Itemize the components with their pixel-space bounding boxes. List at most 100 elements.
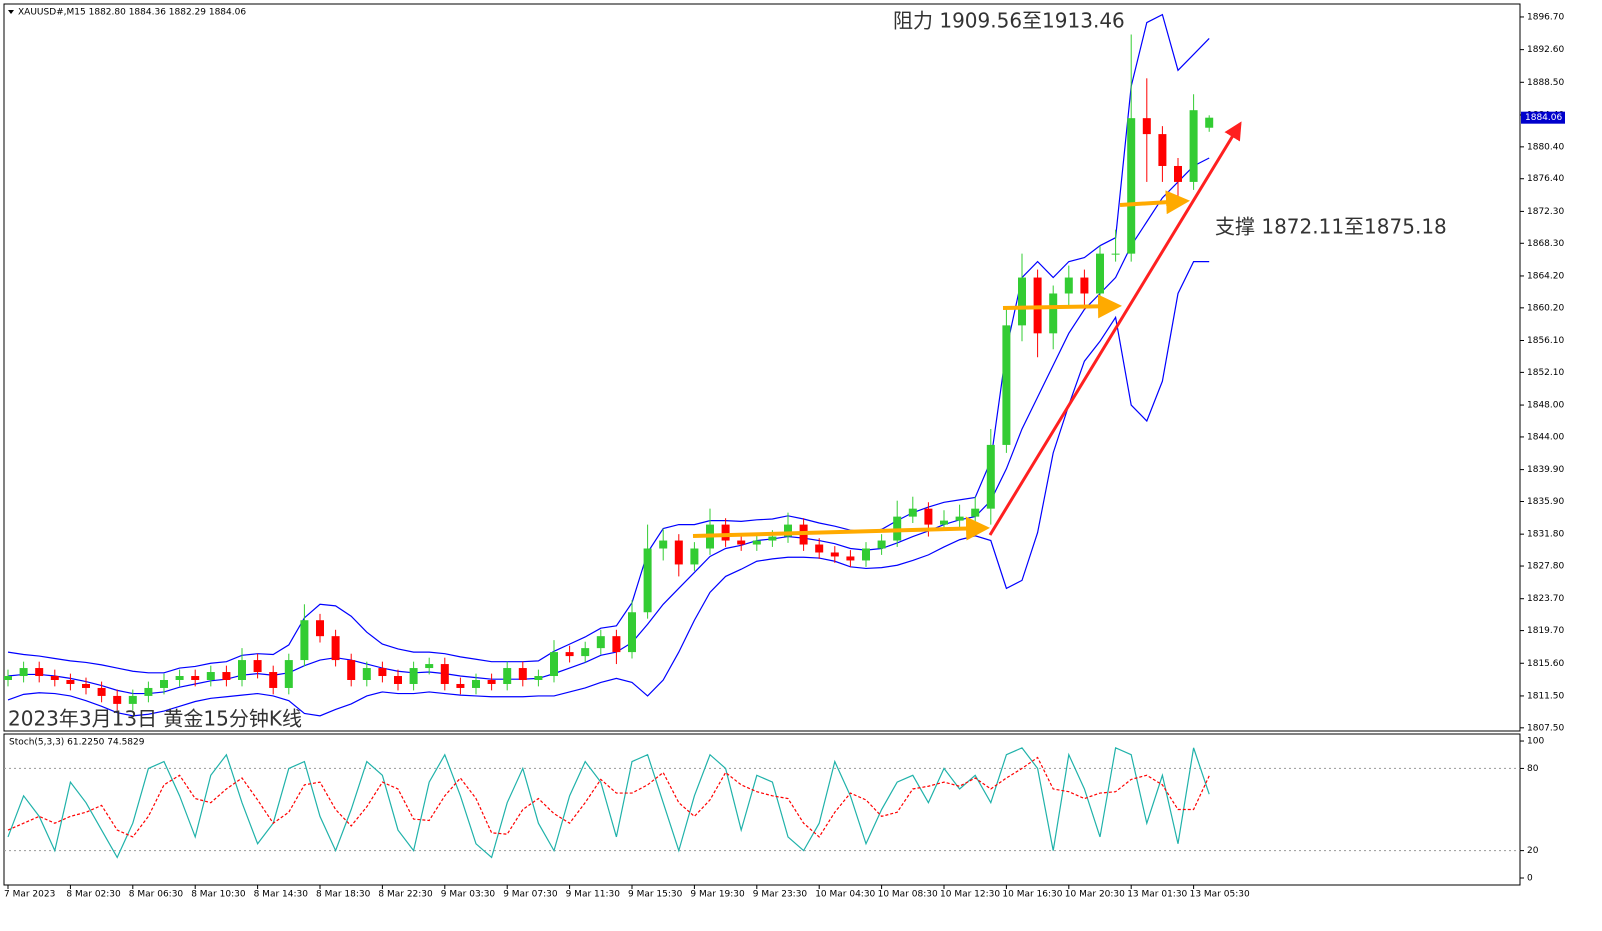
candle-body <box>316 620 324 637</box>
x-tick-label: 9 Mar 03:30 <box>441 890 496 900</box>
annotation-arrows <box>692 121 1242 541</box>
candle-body <box>487 679 496 684</box>
x-tick-label: 10 Mar 08:30 <box>878 890 938 900</box>
trend-arrow <box>988 121 1242 536</box>
x-tick-label: 9 Mar 11:30 <box>566 890 621 900</box>
candle-body <box>1049 293 1058 334</box>
x-tick-label: 10 Mar 20:30 <box>1065 890 1125 900</box>
candle-body <box>565 652 574 657</box>
candle-body <box>550 652 558 677</box>
candle-body <box>4 676 12 680</box>
x-tick-label: 13 Mar 05:30 <box>1190 890 1250 900</box>
price-tag <box>1521 111 1565 124</box>
y-tick-label: 1815.60 <box>1527 659 1564 669</box>
candle-body <box>924 508 933 525</box>
y-tick-label: 1831.80 <box>1527 530 1564 540</box>
candle-body <box>908 508 917 517</box>
candle-body <box>82 683 90 688</box>
price-tag-label: 1884.06 <box>1525 113 1562 123</box>
candle-body <box>1002 325 1011 445</box>
candle-body <box>971 508 980 517</box>
y-tick-label: 1844.00 <box>1527 432 1564 442</box>
candle-body <box>144 687 153 696</box>
support-arrow <box>1119 190 1190 215</box>
x-tick-label: 8 Mar 18:30 <box>316 890 371 900</box>
y-tick-label: 1819.70 <box>1527 626 1564 636</box>
y-tick-label: 1835.90 <box>1527 497 1564 507</box>
candle-body <box>815 544 824 553</box>
candle-body <box>1142 118 1151 135</box>
candle-body <box>472 679 480 688</box>
candle-body <box>222 672 231 680</box>
y-tick-label: 1856.10 <box>1527 336 1564 346</box>
candle-body <box>456 683 465 688</box>
candle-body <box>19 668 28 677</box>
candle-body <box>331 636 340 661</box>
x-tick-label: 13 Mar 01:30 <box>1127 890 1187 900</box>
candle-body <box>191 676 200 680</box>
y-tick-label: 0 <box>1527 874 1533 884</box>
support-arrow <box>1002 294 1122 319</box>
candle-body <box>1111 253 1120 255</box>
candle-body <box>784 524 792 537</box>
stoch-line <box>7 747 1210 859</box>
candle-body <box>877 540 886 549</box>
stoch-title: Stoch(5,3,3) 61.2250 74.5829 <box>9 738 145 748</box>
support-arrow <box>692 516 990 541</box>
collapse-icon <box>8 10 14 14</box>
candle-body <box>862 548 870 561</box>
support-note: 支撑 1872.11至1875.18 <box>1215 215 1447 239</box>
x-tick-label: 8 Mar 02:30 <box>66 890 121 900</box>
candle-body <box>846 556 855 561</box>
candle-body <box>128 695 137 704</box>
stoch-line <box>7 756 1210 838</box>
candle-body <box>284 660 293 688</box>
symbol-header: XAUUSD#,M15 1882.80 1884.36 1882.29 1884… <box>18 8 246 18</box>
candle-body <box>50 676 59 680</box>
candle-body <box>300 620 309 661</box>
candle-body <box>737 540 746 545</box>
y-tick-label: 1868.30 <box>1527 239 1564 249</box>
candle-body <box>425 664 434 669</box>
candle-body <box>955 516 964 521</box>
y-tick-label: 1827.80 <box>1527 562 1564 572</box>
x-tick-label: 8 Mar 22:30 <box>378 890 433 900</box>
candle-body <box>940 520 948 525</box>
candle-body <box>66 679 75 684</box>
candle-body <box>596 636 605 649</box>
candle-body <box>269 672 278 688</box>
x-tick-label: 8 Mar 06:30 <box>129 890 184 900</box>
y-tick-label: 1880.40 <box>1527 142 1564 152</box>
candle-body <box>238 660 246 680</box>
chart-caption: 2023年3月13日 黄金15分钟K线 <box>8 707 302 731</box>
x-tick-label: 7 Mar 2023 <box>4 890 55 900</box>
y-tick-label: 80 <box>1527 764 1539 774</box>
candle-body <box>534 676 543 680</box>
candle-body <box>752 540 761 545</box>
candle-body <box>1018 277 1026 326</box>
y-tick-label: 1892.60 <box>1527 45 1564 55</box>
x-tick-label: 9 Mar 19:30 <box>690 890 745 900</box>
x-tick-label: 10 Mar 12:30 <box>940 890 1000 900</box>
x-tick-label: 8 Mar 10:30 <box>191 890 246 900</box>
candle-body <box>206 672 215 680</box>
x-tick-label: 9 Mar 23:30 <box>753 890 808 900</box>
candle-body <box>175 676 184 680</box>
y-tick-label: 1839.90 <box>1527 465 1564 475</box>
x-tick-label: 8 Mar 14:30 <box>254 890 309 900</box>
y-tick-label: 1876.40 <box>1527 174 1564 184</box>
candle-body <box>347 660 356 680</box>
y-tick-label: 1811.50 <box>1527 691 1564 701</box>
candle-body <box>1189 110 1198 182</box>
y-tick-label: 1823.70 <box>1527 594 1564 604</box>
y-tick-label: 1872.30 <box>1527 207 1564 217</box>
candle-body <box>986 444 995 509</box>
band-middle <box>7 157 1210 695</box>
main-panel <box>3 3 1521 732</box>
candle-body <box>440 664 449 684</box>
candle-body <box>160 679 168 688</box>
y-tick-label: 1896.70 <box>1527 12 1564 22</box>
y-tick-label: 1860.20 <box>1527 303 1564 313</box>
candle-body <box>362 668 371 680</box>
